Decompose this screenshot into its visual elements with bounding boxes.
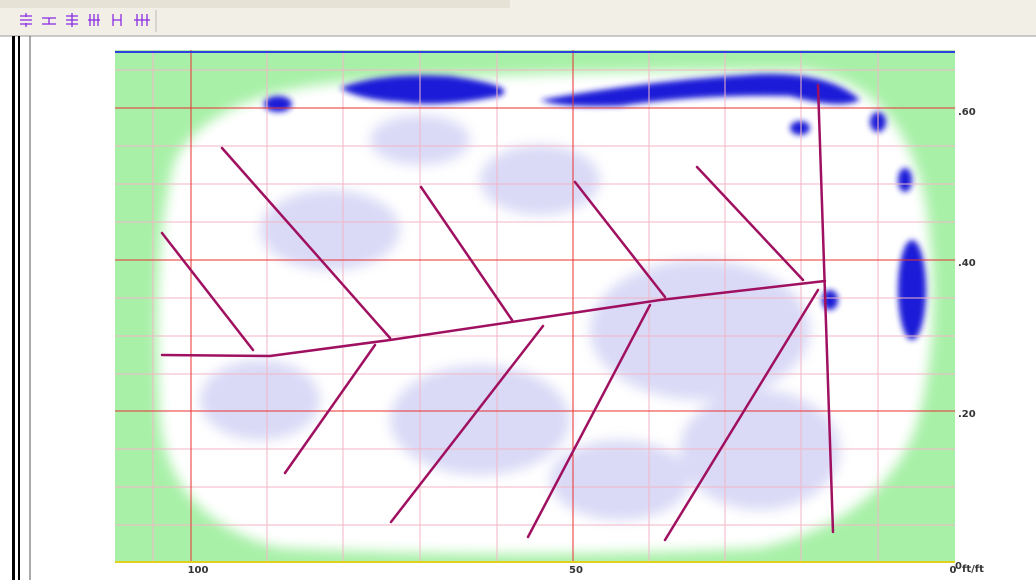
toolbar-strip (0, 0, 510, 8)
x-tick-label: 50 (569, 565, 583, 576)
tool-button[interactable] (134, 14, 150, 26)
axis-unit: ft/ft (962, 564, 984, 575)
major-grid (115, 50, 955, 562)
y-tick-label: 0 (955, 561, 962, 572)
toolbar-icons (20, 13, 150, 27)
tool-button[interactable] (20, 13, 32, 27)
tool-button[interactable] (88, 14, 100, 26)
heatmap (115, 50, 955, 562)
y-tick-label: .40 (958, 258, 976, 269)
frame-line (12, 36, 15, 580)
x-tick-label: 0 (950, 565, 957, 576)
y-tick-label: .60 (958, 107, 976, 118)
x-tick-label: 100 (188, 565, 209, 576)
tool-button[interactable] (66, 13, 78, 27)
tool-button[interactable] (42, 17, 56, 25)
fracture-lines (160, 83, 835, 542)
tool-button[interactable] (112, 14, 122, 26)
y-tick-label: .20 (958, 409, 976, 420)
frame-line (18, 36, 20, 580)
